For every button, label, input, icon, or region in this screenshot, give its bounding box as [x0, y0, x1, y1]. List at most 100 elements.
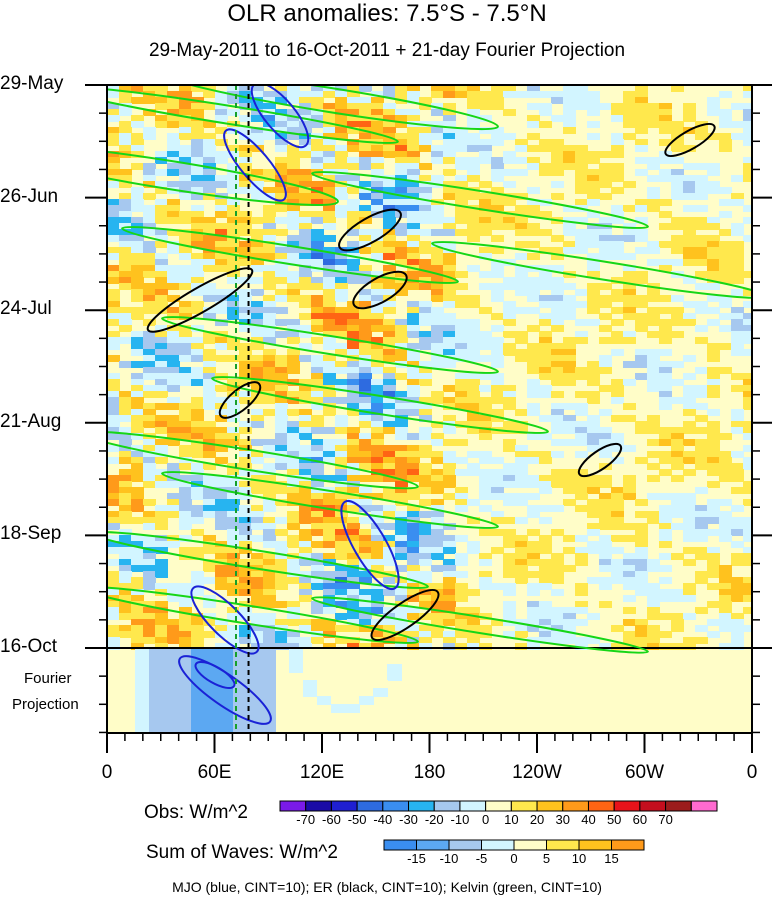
obs-cell	[347, 403, 360, 410]
obs-cell	[407, 403, 420, 410]
obs-cell	[179, 523, 192, 530]
obs-cell	[107, 313, 120, 320]
obs-cell	[251, 643, 264, 650]
obs-cell	[527, 583, 540, 590]
obs-cell	[119, 259, 132, 266]
obs-cell	[611, 247, 624, 254]
obs-cell	[203, 187, 216, 194]
obs-cell	[371, 607, 384, 614]
obs-cell	[131, 229, 144, 236]
obs-cell	[599, 559, 612, 566]
obs-cell	[299, 235, 312, 242]
obs-cell	[299, 379, 312, 386]
obs-cell	[575, 619, 588, 626]
obs-cell	[479, 193, 492, 200]
obs-cell	[455, 571, 468, 578]
obs-cell	[299, 223, 312, 230]
obs-cell	[335, 331, 348, 338]
obs-cell	[419, 553, 432, 560]
obs-cell	[203, 265, 216, 272]
obs-cell	[491, 295, 504, 302]
obs-cell	[251, 325, 264, 332]
obs-cell	[599, 325, 612, 332]
obs-cell	[431, 157, 444, 164]
obs-cell	[203, 631, 216, 638]
obs-cell	[467, 193, 480, 200]
obs-cell	[275, 643, 288, 650]
obs-cell	[383, 109, 396, 116]
obs-cell	[155, 457, 168, 464]
obs-cell	[179, 451, 192, 458]
obs-cell	[539, 331, 552, 338]
obs-cell	[335, 379, 348, 386]
obs-cell	[239, 391, 252, 398]
obs-cell	[587, 445, 600, 452]
wave-cell	[135, 680, 150, 689]
obs-cell	[215, 409, 228, 416]
obs-cell	[419, 637, 432, 644]
obs-cell	[263, 103, 276, 110]
obs-cell	[227, 523, 240, 530]
obs-cell	[299, 259, 312, 266]
obs-cell	[611, 133, 624, 140]
obs-cell	[503, 181, 516, 188]
waves-colorbar-swatch	[383, 839, 417, 851]
wave-cell	[205, 712, 220, 721]
obs-cell	[683, 163, 696, 170]
obs-cell	[719, 265, 732, 272]
wave-cell	[191, 720, 206, 729]
obs-cell	[227, 487, 240, 494]
obs-cell	[275, 253, 288, 260]
obs-cell	[695, 427, 708, 434]
obs-cell	[179, 535, 192, 542]
obs-cell	[671, 625, 684, 632]
obs-cell	[671, 505, 684, 512]
obs-cell	[359, 205, 372, 212]
obs-cell	[479, 469, 492, 476]
obs-cell	[443, 331, 456, 338]
obs-cell	[743, 397, 752, 404]
obs-cell	[707, 181, 720, 188]
obs-cell	[491, 193, 504, 200]
obs-cell	[227, 223, 240, 230]
obs-cell	[491, 271, 504, 278]
obs-cell	[647, 511, 660, 518]
obs-cell	[263, 349, 276, 356]
obs-cell	[527, 133, 540, 140]
obs-cell	[611, 205, 624, 212]
obs-cell	[563, 97, 576, 104]
obs-cell	[119, 409, 132, 416]
obs-cell	[443, 271, 456, 278]
obs-cell	[251, 319, 264, 326]
obs-cell	[515, 277, 528, 284]
obs-cell	[575, 157, 588, 164]
obs-cell	[551, 553, 564, 560]
obs-cell	[335, 85, 348, 92]
obs-cell	[263, 115, 276, 122]
obs-cell	[383, 409, 396, 416]
obs-cell	[335, 415, 348, 422]
obs-cell	[203, 385, 216, 392]
obs-cell	[587, 397, 600, 404]
obs-cell	[203, 295, 216, 302]
obs-cell	[155, 241, 168, 248]
obs-cell	[323, 181, 336, 188]
obs-cell	[611, 139, 624, 146]
obs-cell	[623, 565, 636, 572]
obs-cell	[419, 205, 432, 212]
obs-cell	[551, 577, 564, 584]
obs-cell	[167, 415, 180, 422]
obs-cell	[527, 493, 540, 500]
obs-cell	[491, 409, 504, 416]
obs-cell	[443, 469, 456, 476]
obs-cell	[239, 127, 252, 134]
wave-cell	[359, 664, 374, 673]
obs-cell	[479, 625, 492, 632]
obs-cell	[587, 475, 600, 482]
obs-cell	[347, 517, 360, 524]
obs-cell	[167, 265, 180, 272]
obs-cell	[599, 181, 612, 188]
obs-cell	[179, 421, 192, 428]
obs-cell	[179, 217, 192, 224]
obs-cell	[299, 343, 312, 350]
